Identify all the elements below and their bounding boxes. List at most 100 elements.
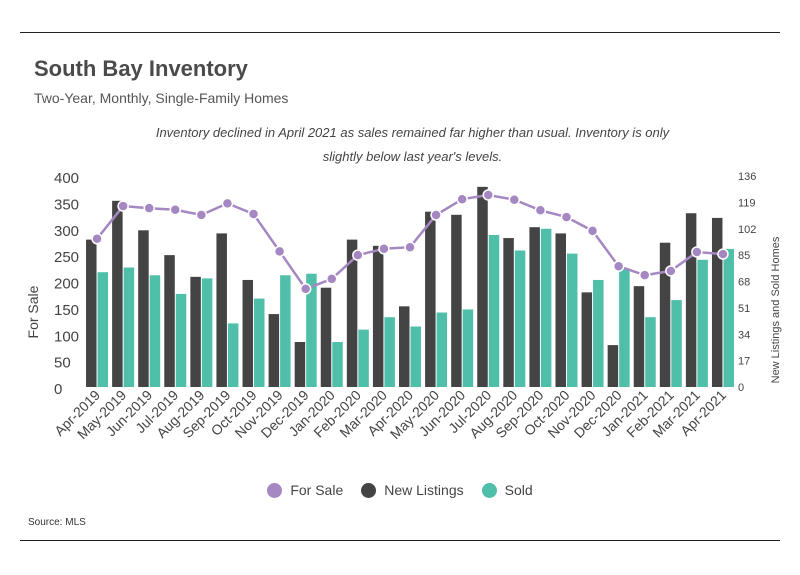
legend-sold-marker <box>481 482 497 498</box>
x-axis-ticks: Apr-2019May-2019Jun-2019Jul-2019Aug-2019… <box>51 387 729 442</box>
sold-bar <box>201 278 213 387</box>
sold-bar <box>280 275 291 387</box>
new-listings-bar <box>451 214 462 387</box>
sold-bar <box>566 253 578 387</box>
for-sale-point <box>352 249 364 261</box>
new-listings-bar <box>711 217 723 387</box>
left-tick-label: 400 <box>54 170 79 187</box>
for-sale-point <box>169 204 182 216</box>
for-sale-point <box>665 265 677 277</box>
for-sale-point <box>299 283 312 295</box>
new-listings-bar <box>164 255 175 387</box>
new-listings-bar <box>112 200 123 387</box>
new-listings-bar <box>659 242 671 387</box>
for-sale-point <box>430 209 442 221</box>
new-listings-bar <box>320 287 332 387</box>
sold-bar <box>227 323 239 387</box>
for-sale-point <box>612 260 625 272</box>
left-tick-label: 200 <box>54 276 79 293</box>
sold-bar <box>97 272 109 387</box>
left-tick-label: 150 <box>54 302 79 319</box>
new-listings-bar <box>555 233 566 387</box>
new-listings-bar <box>425 211 436 387</box>
new-listings-bar <box>529 227 540 387</box>
sold-bar <box>332 342 343 387</box>
chart-subtitle: Two-Year, Monthly, Single-Family Homes <box>34 90 289 106</box>
new-listings-bar <box>372 245 384 387</box>
sold-bar <box>540 228 552 387</box>
sold-bar <box>462 309 474 387</box>
sold-bar <box>593 279 604 387</box>
legend-new-listings-label: New Listings <box>384 482 464 498</box>
inventory-chart: 400 350 300 250 200 150 100 50 0 136 119 102 85 68 51… <box>25 170 782 442</box>
source-note: Source: MLS <box>28 517 86 528</box>
for-sale-point <box>143 202 155 214</box>
sold-bar <box>645 317 656 387</box>
new-listings-bar <box>346 239 358 387</box>
new-listings-bar <box>268 314 280 387</box>
sold-bar <box>619 269 630 387</box>
legend-sold-label: Sold <box>504 482 533 498</box>
right-tick-label: 136 <box>738 171 756 183</box>
new-listings-bar <box>685 213 697 387</box>
chart-annotation: Inventory declined in April 2021 as sale… <box>155 125 670 164</box>
sold-bar <box>436 312 448 387</box>
legend-new-listings-marker <box>361 482 377 498</box>
for-sale-point <box>273 245 286 258</box>
legend: For Sale New Listings Sold <box>0 482 800 498</box>
legend-item-new-listings: New Listings <box>361 482 464 498</box>
sold-bar <box>358 329 369 387</box>
for-sale-point <box>91 233 103 245</box>
for-sale-point <box>247 208 260 220</box>
sold-bar <box>306 273 317 387</box>
new-listings-bar <box>399 306 410 387</box>
new-listings-bar <box>477 186 488 387</box>
sold-bar <box>410 326 421 387</box>
legend-item-sold: Sold <box>481 482 533 498</box>
right-tick-label: 34 <box>738 329 750 341</box>
right-tick-label: 17 <box>738 356 750 368</box>
new-listings-bar <box>86 239 97 387</box>
left-tick-label: 0 <box>54 381 62 398</box>
sold-bar <box>488 234 500 387</box>
chart-title: South Bay Inventory <box>34 56 248 81</box>
for-sale-point <box>534 204 547 217</box>
new-listings-bar <box>581 292 593 387</box>
for-sale-line-group <box>91 189 729 295</box>
for-sale-point <box>456 193 468 205</box>
for-sale-point <box>586 225 599 237</box>
left-tick-label: 300 <box>54 223 79 240</box>
left-tick-label: 50 <box>54 355 71 372</box>
sold-bar <box>254 298 265 387</box>
for-sale-point <box>117 200 129 212</box>
legend-for-sale-label: For Sale <box>290 482 344 498</box>
new-listings-bar <box>294 342 306 387</box>
new-listings-bar <box>607 345 619 387</box>
right-tick-label: 85 <box>738 250 750 262</box>
right-tick-label: 119 <box>738 197 756 209</box>
for-sale-point <box>326 273 338 285</box>
for-sale-point <box>508 193 521 206</box>
for-sale-point <box>221 197 234 210</box>
sold-bar <box>149 275 161 387</box>
left-axis-ticks: 400 350 300 250 200 150 100 50 0 <box>54 170 79 398</box>
new-listings-bar <box>216 233 227 387</box>
right-axis-ticks: 136 119 102 85 68 51 34 17 0 <box>738 171 756 394</box>
right-tick-label: 51 <box>738 303 750 315</box>
for-sale-point <box>482 189 494 201</box>
left-tick-label: 100 <box>54 328 79 345</box>
legend-for-sale-marker <box>267 482 283 498</box>
legend-item-for-sale: For Sale <box>267 482 343 498</box>
sold-bar <box>671 300 682 387</box>
new-listings-bar <box>503 238 514 387</box>
for-sale-point <box>378 243 390 255</box>
new-listings-bar <box>242 279 254 387</box>
left-tick-label: 250 <box>54 249 79 266</box>
left-tick-label: 350 <box>54 196 79 213</box>
for-sale-point <box>691 246 703 258</box>
left-axis-label: For Sale <box>25 285 41 338</box>
right-tick-label: 102 <box>738 224 756 236</box>
bottom-rule <box>20 540 780 541</box>
for-sale-point <box>638 269 651 281</box>
for-sale-point <box>195 209 208 221</box>
